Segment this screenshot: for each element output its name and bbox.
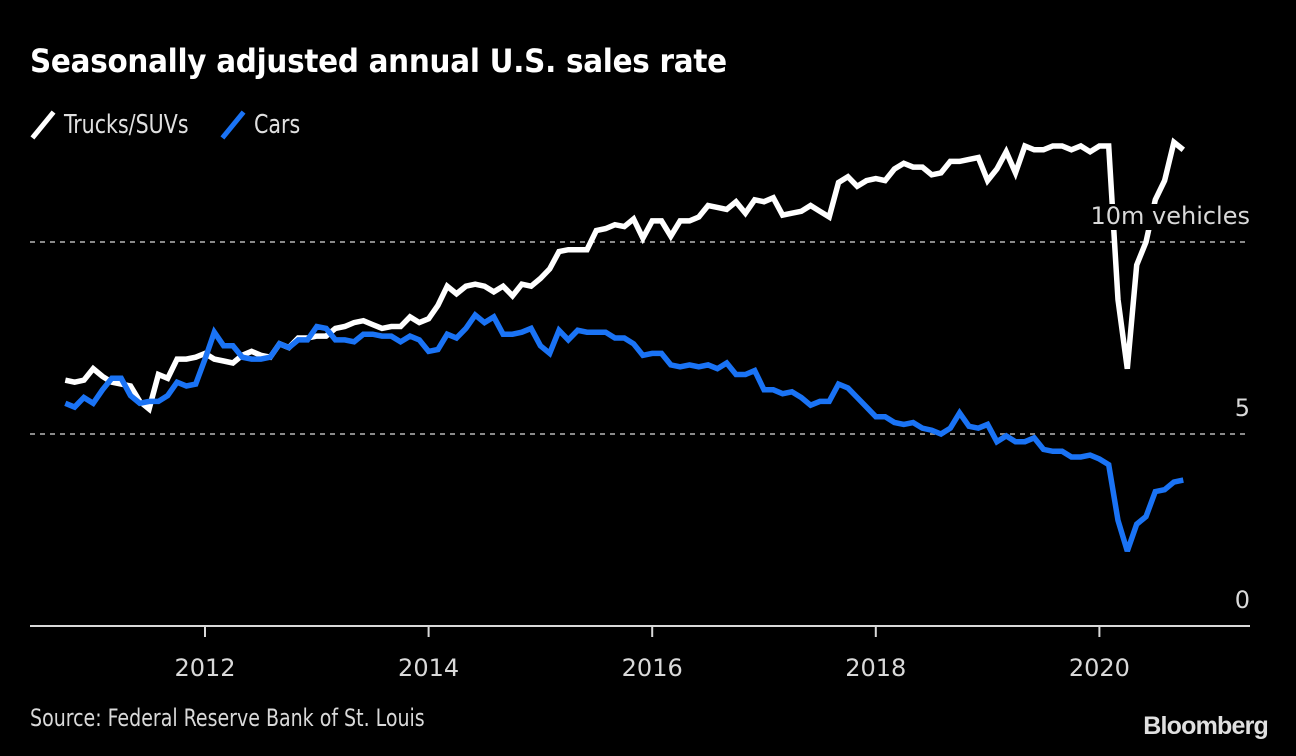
series-line-trucks-suvs [64, 137, 1186, 414]
y-tick-label: 0 [1235, 586, 1250, 614]
legend-swatch-trucks [30, 110, 56, 140]
y-label-backdrop [1230, 396, 1254, 422]
chart-title: Seasonally adjusted annual U.S. sales ra… [30, 42, 727, 80]
x-tick-label: 2018 [845, 654, 906, 682]
legend-swatch-cars [220, 110, 246, 140]
legend: Trucks/SUVs Cars [30, 110, 320, 140]
bloomberg-logo: Bloomberg [1143, 712, 1269, 740]
legend-label-trucks: Trucks/SUVs [64, 110, 189, 140]
legend-item-cars: Cars [220, 110, 306, 140]
legend-label-cars: Cars [253, 110, 300, 140]
source-note: Source: Federal Reserve Bank of St. Loui… [30, 704, 425, 732]
x-tick-label: 2014 [398, 654, 459, 682]
y-tick-label: 5 [1235, 394, 1250, 422]
x-tick-label: 2016 [622, 654, 683, 682]
gridlines [30, 241, 1250, 435]
x-tick-label: 2012 [174, 654, 235, 682]
x-axis: 2012 2014 2016 2018 2020 [30, 625, 1250, 682]
x-tick-label: 2020 [1069, 654, 1130, 682]
y-axis-labels: 0 5 10m vehicles [1086, 202, 1254, 614]
y-label-backdrop [1086, 204, 1254, 230]
series-lines [64, 137, 1186, 553]
legend-item-trucks: Trucks/SUVs [30, 110, 206, 140]
series-line-cars [64, 310, 1184, 553]
y-tick-label: 10m vehicles [1090, 202, 1250, 230]
